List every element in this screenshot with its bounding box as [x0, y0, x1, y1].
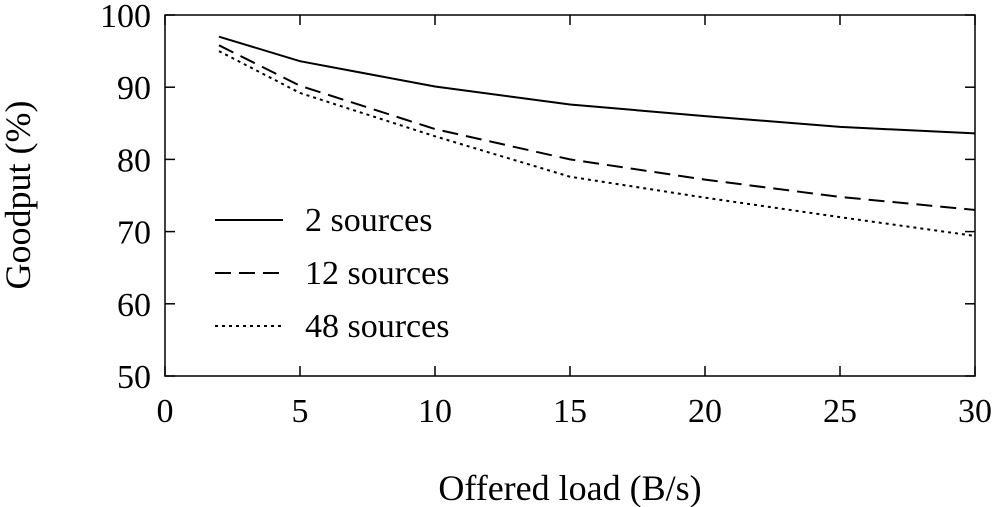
- x-tick-label-2: 10: [418, 393, 452, 430]
- series-line-1: [218, 44, 976, 211]
- x-tick-label-3: 15: [553, 393, 587, 430]
- axis-ticks: 0 5 10 15 20 25 30 50 60 70 80 90 100: [100, 0, 992, 430]
- plot-frame: [164, 14, 976, 377]
- x-tick-label-5: 25: [823, 393, 857, 430]
- series-lines: [218, 35, 976, 237]
- x-axis-label: Offered load (B/s): [438, 468, 701, 507]
- x-tick-label-1: 5: [292, 393, 309, 430]
- legend-label-1: 12 sources: [305, 255, 449, 292]
- legend-label-0: 2 sources: [305, 202, 432, 239]
- x-tick-label-6: 30: [958, 393, 992, 430]
- y-tick-label-3: 80: [117, 142, 151, 179]
- y-tick-label-0: 50: [117, 359, 151, 396]
- y-tick-label-2: 70: [117, 215, 151, 252]
- y-axis-label: Goodput (%): [0, 101, 38, 290]
- y-tick-label-5: 100: [100, 0, 151, 35]
- y-tick-label-1: 60: [117, 287, 151, 324]
- legend-label-2: 48 sources: [305, 308, 449, 345]
- series-line-2: [218, 50, 976, 237]
- series-line-0: [218, 35, 976, 135]
- x-tick-label-4: 20: [688, 393, 722, 430]
- x-tick-label-0: 0: [157, 393, 174, 430]
- legend: 2 sources 12 sources 48 sources: [215, 202, 449, 345]
- y-tick-label-4: 90: [117, 70, 151, 107]
